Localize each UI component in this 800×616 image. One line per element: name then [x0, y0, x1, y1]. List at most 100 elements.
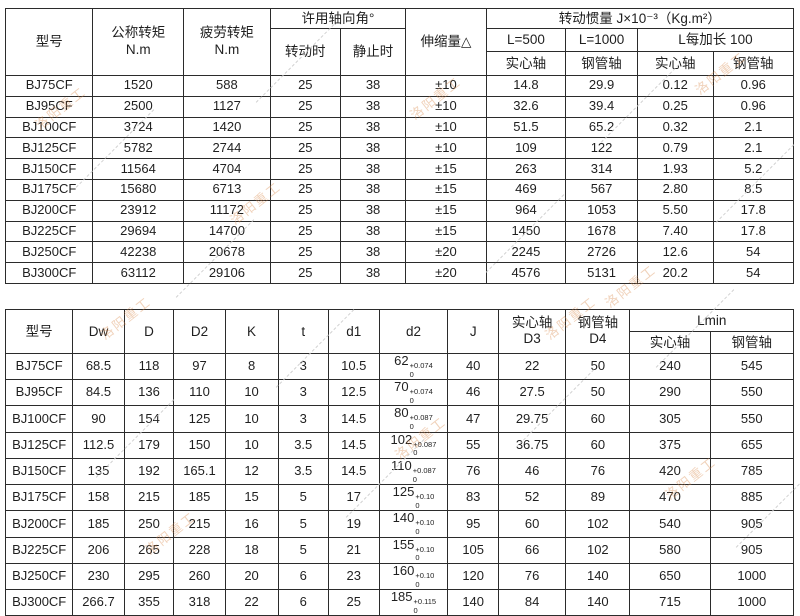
value-cell: 38 — [339, 262, 407, 284]
value-cell: 185 — [72, 510, 125, 538]
header-nominal-torque: 公称转矩 N.m — [92, 8, 185, 76]
value-cell: 588 — [183, 75, 271, 97]
value-cell: 6 — [277, 562, 329, 591]
value-cell: 0.12 — [636, 75, 714, 97]
header-model: 型号 — [4, 308, 74, 354]
value-cell: 17.8 — [712, 199, 795, 222]
value-cell: 83 — [447, 484, 499, 512]
value-cell: 110 — [173, 379, 226, 407]
value-cell: 179 — [123, 431, 175, 459]
value-cell: 469 — [485, 178, 567, 201]
value-cell: 2744 — [183, 137, 271, 160]
header-inertia: 转动惯量 J×10⁻³（Kg.m²） — [485, 8, 795, 29]
value-cell: 140 — [565, 562, 631, 591]
value-cell: 40 — [447, 352, 499, 381]
value-cell: 1000 — [709, 589, 795, 616]
table-row: BJ175CF 15680 6713 25 38 ±15 469 567 2.80 8.5 — [4, 178, 795, 201]
value-cell: 51.5 — [485, 116, 567, 139]
value-cell: 12.6 — [636, 241, 714, 264]
value-cell: 27.5 — [497, 379, 567, 407]
value-cell: 1.93 — [636, 158, 714, 180]
header-stationary: 静止时 — [339, 28, 407, 76]
value-cell: 1450 — [485, 220, 567, 243]
model-cell: BJ225CF — [4, 220, 94, 243]
header-l-add100: L每加长 100 — [636, 28, 795, 52]
header-expansion: 伸缩量△ — [405, 8, 487, 76]
value-cell: 10.5 — [328, 352, 380, 381]
value-cell: 14.5 — [328, 457, 380, 486]
value-cell: 125 — [173, 405, 226, 433]
table-row: BJ95CF 2500 1127 25 38 ±10 32.6 39.4 0.25 0.96 — [4, 95, 795, 118]
model-cell: BJ300CF — [4, 262, 94, 284]
header-model: 型号 — [4, 8, 94, 76]
value-cell: 5 — [277, 484, 329, 512]
header-solid-shaft: 实心轴 — [636, 51, 714, 76]
value-cell: 20 — [224, 562, 279, 591]
value-cell: 19 — [328, 510, 380, 538]
value-cell: 3.5 — [277, 431, 329, 459]
value-cell: 8 — [224, 352, 279, 381]
value-cell: 0.25 — [636, 95, 714, 118]
value-cell: 540 — [629, 510, 711, 538]
value-cell: 52 — [497, 484, 567, 512]
header-lmin: Lmin — [629, 308, 794, 332]
value-cell: 2726 — [565, 241, 638, 264]
value-cell: 120 — [447, 562, 499, 591]
value-cell: ±15 — [405, 158, 487, 180]
table-row: BJ75CF 68.5 118 97 8 3 10.5 62 +0.074 0 40 22 50 240 5… — [4, 352, 795, 381]
value-cell: 158 — [72, 484, 125, 512]
header-fatigue-torque: 疲劳转矩 N.m — [183, 8, 271, 76]
value-cell: 905 — [709, 536, 795, 564]
value-cell: 3 — [277, 405, 329, 433]
value-cell: 21 — [328, 536, 380, 564]
model-cell: BJ175CF — [4, 178, 94, 201]
table-row: BJ200CF 23912 11172 25 38 ±15 964 1053 5.50 17.8 — [4, 199, 795, 222]
value-cell: 50 — [565, 352, 631, 381]
value-cell: 25 — [269, 95, 341, 118]
value-cell: 25 — [269, 116, 341, 139]
value-cell: 655 — [709, 431, 795, 459]
performance-table-body: BJ75CF 1520 588 25 38 ±10 14.8 29.9 0.12 0.96 BJ95… — [4, 75, 795, 284]
value-cell: 38 — [339, 241, 407, 264]
value-cell: 20678 — [183, 241, 271, 264]
value-cell: 46 — [447, 379, 499, 407]
header-tube-d4: 钢管轴 D4 — [565, 308, 631, 354]
header-nominal-torque-unit: N.m — [125, 42, 151, 57]
value-cell: 38 — [339, 220, 407, 243]
value-cell: 105 — [447, 536, 499, 564]
model-cell: BJ150CF — [4, 158, 94, 180]
value-cell: 38 — [339, 137, 407, 160]
value-cell: 68.5 — [72, 352, 125, 381]
model-cell: BJ95CF — [4, 95, 94, 118]
value-cell: ±15 — [405, 220, 487, 243]
header-tube-shaft: 钢管轴 — [712, 51, 795, 76]
table-row: BJ225CF 29694 14700 25 38 ±15 1450 1678 7.40 17.8 — [4, 220, 795, 243]
value-cell: 38 — [339, 116, 407, 139]
value-cell: 46 — [497, 457, 567, 486]
value-cell: 16 — [224, 510, 279, 538]
model-cell: BJ100CF — [4, 405, 74, 433]
value-cell: 785 — [709, 457, 795, 486]
value-cell: 10 — [224, 379, 279, 407]
value-cell: 355 — [123, 589, 175, 616]
tolerance-cell: 110 +0.087 0 — [378, 457, 449, 486]
table-row: BJ175CF 158 215 185 15 5 17 125 +0.10 0 83 52 89 470 8… — [4, 484, 795, 512]
value-cell: 6713 — [183, 178, 271, 201]
value-cell: 20.2 — [636, 262, 714, 284]
value-cell: 150 — [173, 431, 226, 459]
value-cell: 140 — [565, 589, 631, 616]
value-cell: 60 — [497, 510, 567, 538]
value-cell: 25 — [269, 178, 341, 201]
value-cell: 39.4 — [565, 95, 638, 118]
header-dw: Dw — [72, 308, 125, 354]
value-cell: 55 — [447, 431, 499, 459]
table-row: BJ100CF 3724 1420 25 38 ±10 51.5 65.2 0.32 2.1 — [4, 116, 795, 139]
value-cell: 15680 — [92, 178, 185, 201]
value-cell: 550 — [709, 379, 795, 407]
value-cell: 76 — [565, 457, 631, 486]
value-cell: 263 — [485, 158, 567, 180]
value-cell: 25 — [269, 158, 341, 180]
table-row: BJ75CF 1520 588 25 38 ±10 14.8 29.9 0.12 0.96 — [4, 75, 795, 97]
value-cell: 140 — [447, 589, 499, 616]
value-cell: 0.96 — [712, 75, 795, 97]
